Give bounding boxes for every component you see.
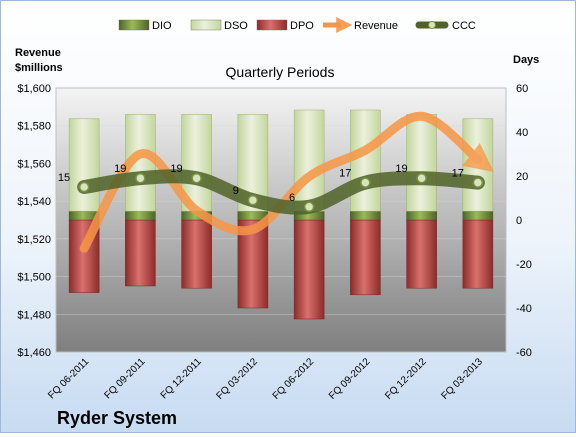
ccc-point	[416, 172, 427, 184]
dio-bar	[350, 210, 381, 221]
revenue-line	[79, 111, 494, 253]
legend-label: CCC	[452, 20, 476, 32]
left-tick-label: $1,460	[17, 347, 51, 359]
left-tick-label: $1,520	[17, 234, 51, 246]
dso-bar	[68, 118, 100, 212]
ccc-point	[191, 172, 202, 184]
dpo-bar	[125, 219, 156, 287]
ccc-data-label: 15	[58, 172, 70, 184]
x-tick-label: FQ 09-2012	[327, 356, 373, 402]
right-axis: -60 -40 -20 0 20 40 60	[516, 83, 532, 359]
left-axis-label-line2: $millions	[15, 62, 63, 74]
x-tick-label: FQ 09-2011	[103, 356, 148, 401]
right-tick-label: 40	[516, 127, 528, 139]
bar-series	[68, 109, 494, 320]
left-tick-label: $1,500	[17, 272, 51, 284]
ccc-data-label: 19	[114, 163, 126, 175]
legend-ccc-marker	[428, 21, 436, 29]
legend-dio-swatch	[118, 19, 150, 31]
left-axis: $1,460 $1,480 $1,500 $1,520 $1,540 $1,560 $1,5…	[17, 83, 51, 359]
ccc-data-label: 9	[233, 185, 239, 197]
ccc-point	[135, 172, 146, 184]
dio-bar	[125, 210, 156, 221]
revenue-series	[79, 111, 494, 253]
right-tick-label: 0	[516, 215, 522, 227]
ccc-series: 15 19 19 9 6 17 19 17	[58, 163, 485, 215]
ccc-point	[472, 177, 484, 188]
ccc-data-label: 19	[395, 163, 407, 175]
dso-bar	[462, 118, 494, 212]
x-tick-label: FQ 03-2013	[439, 356, 485, 402]
company-name: Ryder System	[57, 408, 177, 428]
left-tick-label: $1,540	[17, 196, 51, 208]
legend-dso-swatch	[190, 19, 222, 31]
left-tick-label: $1,560	[17, 158, 51, 170]
legend-label: DPO	[290, 20, 314, 32]
ccc-point	[247, 194, 259, 206]
x-tick-label: FQ 06-2012	[271, 356, 317, 402]
dso-bar	[350, 109, 381, 212]
ccc-data-label: 6	[289, 192, 295, 204]
dpo-bar	[462, 219, 494, 289]
dpo-bar	[181, 219, 212, 289]
left-tick-label: $1,480	[17, 309, 51, 321]
left-axis-label-line1: Revenue	[15, 47, 61, 59]
right-axis-label: Days	[513, 54, 539, 66]
x-tick-label: FQ 03-2012	[214, 356, 260, 402]
ccc-data-label: 17	[452, 168, 464, 180]
dpo-bar	[350, 219, 381, 296]
legend-label: Revenue	[354, 20, 398, 32]
right-tick-label: 20	[516, 171, 528, 183]
legend-dpo-swatch	[256, 19, 288, 31]
dpo-bar	[293, 219, 325, 320]
dio-bar	[462, 210, 494, 221]
dso-bar	[406, 114, 437, 212]
legend-label: DSO	[224, 20, 248, 32]
x-tick-label: FQ 06-2011	[46, 356, 91, 401]
dio-bar	[406, 210, 437, 221]
ccc-data-label: 19	[170, 163, 182, 175]
dpo-bar	[406, 219, 437, 289]
left-tick-label: $1,600	[17, 83, 51, 95]
ccc-point	[78, 181, 90, 193]
ccc-data-label: 17	[339, 168, 351, 180]
right-tick-label: -40	[516, 303, 532, 315]
x-tick-label: FQ 12-2012	[383, 356, 429, 402]
ccc-point	[303, 201, 315, 213]
right-tick-label: 60	[516, 83, 528, 95]
right-tick-label: -20	[516, 259, 532, 271]
legend-label: DIO	[152, 20, 172, 32]
chart-title: Quarterly Periods	[226, 64, 335, 80]
x-tick-label: FQ 12-2011	[159, 356, 204, 401]
legend: DIO DSO DPO Revenue CCC	[118, 16, 476, 34]
ccc-point	[360, 177, 371, 188]
x-axis: FQ 06-2011 FQ 09-2011 FQ 12-2011 FQ 03-2012…	[46, 356, 485, 402]
dso-bar	[293, 109, 325, 212]
left-tick-label: $1,580	[17, 121, 51, 133]
right-tick-label: -60	[516, 347, 532, 359]
